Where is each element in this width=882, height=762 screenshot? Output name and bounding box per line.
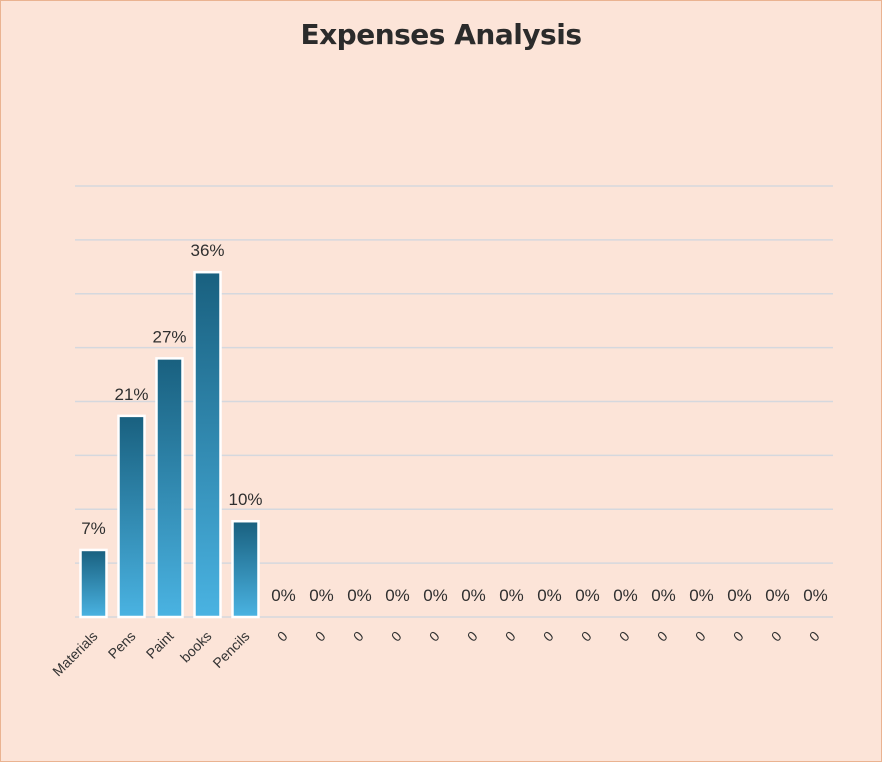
data-label: 36% [190,241,224,260]
x-tick-label: Pens [105,628,139,662]
x-tick-label: 0 [768,628,785,645]
x-tick-label: 0 [540,628,557,645]
x-tick-label: Paint [143,628,177,662]
x-tick-label: 0 [692,628,709,645]
x-tick-label: 0 [654,628,671,645]
x-tick-label: 0 [388,628,405,645]
x-tick-label: 0 [312,628,329,645]
bar-paint [155,357,184,619]
bar-books [193,270,222,619]
data-labels: 7% 21% 27% 36% 10% 0% 0% 0% 0% 0% 0% 0% 0% 0% 0% 0% 0% 0%… [81,241,828,605]
data-label: 0% [689,586,714,605]
data-label: 0% [651,586,676,605]
x-tick-label: Materials [49,628,100,679]
data-label: 7% [81,519,106,538]
data-label: 0% [803,586,828,605]
data-label: 0% [271,586,296,605]
bars [79,270,260,619]
gridlines [75,185,833,618]
data-label: 27% [152,327,186,346]
data-label: 0% [309,586,334,605]
x-tick-label: 0 [730,628,747,645]
data-label: 0% [727,586,752,605]
data-label: 0% [765,586,790,605]
bar-materials [79,548,108,619]
x-tick-label: 0 [806,628,823,645]
x-tick-label: 0 [350,628,367,645]
data-label: 0% [347,586,372,605]
x-tick-label: 0 [274,628,291,645]
x-tick-label: Pencils [209,628,252,671]
data-label: 0% [461,586,486,605]
data-label: 10% [228,490,262,509]
x-tick-label: 0 [464,628,481,645]
data-label: 0% [499,586,524,605]
data-label: 0% [423,586,448,605]
chart-title: Expenses Analysis [300,18,582,51]
data-label: 0% [385,586,410,605]
x-tick-label: 0 [616,628,633,645]
x-tick-label: 0 [502,628,519,645]
x-tick-label: 0 [426,628,443,645]
data-label: 0% [575,586,600,605]
bar-pens [117,414,146,619]
data-label: 0% [537,586,562,605]
bar-pencils [231,519,260,619]
x-tick-label: 0 [578,628,595,645]
data-label: 21% [114,385,148,404]
data-label: 0% [613,586,638,605]
